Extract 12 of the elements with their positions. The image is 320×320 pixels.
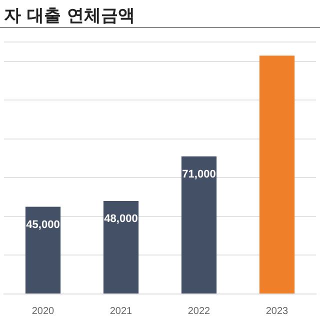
bar bbox=[181, 156, 217, 294]
bar bbox=[103, 200, 139, 294]
data-label: 45,000 bbox=[26, 218, 60, 231]
x-tick-label: 2021 bbox=[110, 306, 133, 317]
x-tick-label: 2022 bbox=[188, 306, 211, 317]
data-label: 71,000 bbox=[182, 168, 216, 180]
bar bbox=[25, 206, 61, 294]
x-tick-label: 2023 bbox=[266, 306, 289, 317]
bar bbox=[259, 56, 295, 294]
data-label: 48,000 bbox=[104, 212, 138, 225]
chart-title: 자 대출 연체금액 bbox=[4, 5, 135, 27]
x-tick-label: 2020 bbox=[32, 306, 55, 317]
